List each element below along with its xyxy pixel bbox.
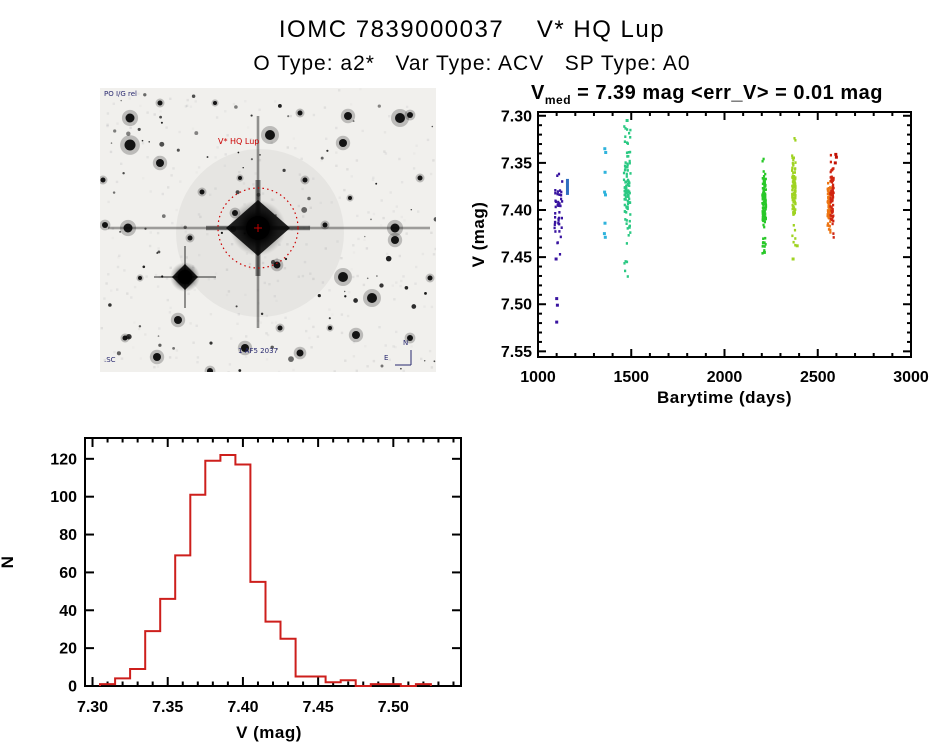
x-tick-label: 7.30 bbox=[77, 699, 108, 716]
compass-east-label: E bbox=[384, 354, 389, 362]
cluster-epoch-6-orange bbox=[826, 180, 832, 234]
lightcurve-ylabel: V (mag) bbox=[470, 202, 488, 268]
y-tick-label: 120 bbox=[50, 451, 77, 468]
x-tick-label: 1000 bbox=[520, 369, 556, 386]
lightcurve-axes bbox=[537, 111, 912, 358]
histogram-axes bbox=[84, 437, 462, 687]
histogram-xlabel: V (mag) bbox=[236, 723, 302, 742]
finder-bottom-left-text: .SC bbox=[104, 356, 116, 364]
x-tick-label: 7.40 bbox=[227, 699, 258, 716]
page-title: IOMC 7839000037 V* HQ Lup bbox=[278, 16, 666, 43]
y-tick-label: 7.30 bbox=[501, 108, 532, 125]
y-tick-label: 7.45 bbox=[501, 250, 532, 267]
y-tick-label: 7.35 bbox=[501, 155, 532, 172]
finder-sky-image bbox=[98, 88, 438, 377]
x-tick-label: 7.35 bbox=[152, 699, 183, 716]
y-tick-label: 7.55 bbox=[501, 344, 532, 361]
x-tick-label: 1500 bbox=[613, 369, 649, 386]
y-tick-label: 60 bbox=[59, 565, 77, 582]
y-tick-label: 100 bbox=[50, 489, 77, 506]
finder-chart: PO I/G rel V* HQ Lup 1 AF5 2037 .SC N E bbox=[98, 88, 438, 377]
y-tick-label: 7.50 bbox=[501, 297, 532, 314]
y-tick-label: 40 bbox=[59, 603, 77, 620]
sparse-points bbox=[554, 119, 838, 324]
y-tick-label: 7.40 bbox=[501, 203, 532, 220]
compass-icon bbox=[395, 350, 412, 366]
x-tick-label: 2500 bbox=[800, 369, 836, 386]
lightcurve-title-v: V bbox=[531, 82, 545, 104]
y-tick-label: 20 bbox=[59, 641, 77, 658]
field-stars bbox=[98, 93, 438, 377]
cluster-epoch-3-teal bbox=[622, 125, 632, 278]
y-tick-label: 80 bbox=[59, 527, 77, 544]
cluster-epoch-5-chartreuse bbox=[791, 137, 797, 247]
lightcurve-xlabel: Barytime (days) bbox=[657, 388, 792, 407]
finder-survey-text: PO I/G rel bbox=[104, 90, 138, 98]
compass-north-label: N bbox=[403, 339, 409, 347]
lightcurve-title-sub: med bbox=[544, 93, 572, 107]
page-subtitle: O Type: a2* Var Type: ACV SP Type: A0 bbox=[253, 52, 691, 75]
lightcurve-title: Vmed = 7.39 mag <err_V> = 0.01 mag bbox=[470, 82, 944, 107]
x-tick-label: 7.45 bbox=[303, 699, 334, 716]
x-tick-label: 2000 bbox=[707, 369, 743, 386]
histogram-plot: 7.30 7.35 7.40 7.45 7.50 0 20 40 60 80 100 120 V (ma… bbox=[0, 437, 462, 742]
x-tick-label: 3000 bbox=[893, 369, 929, 386]
target-circle bbox=[217, 187, 299, 269]
lightcurve-plot: 1000 1500 2000 2500 3000 7.30 7.35 7.40 7.45 7.50… bbox=[470, 108, 929, 407]
histogram-outline bbox=[99, 454, 432, 687]
x-tick-label: 7.50 bbox=[378, 699, 409, 716]
cluster-epoch-4-green bbox=[761, 157, 768, 255]
marker-bar bbox=[565, 178, 569, 195]
finder-bottom-text: 1 AF5 2037 bbox=[238, 347, 278, 355]
cluster-epoch-6-red bbox=[829, 153, 835, 239]
finder-target-label: V* HQ Lup bbox=[218, 137, 260, 146]
cluster-epoch-1-navy bbox=[553, 172, 564, 256]
histogram-ylabel: N bbox=[0, 556, 17, 569]
y-tick-label: 0 bbox=[68, 679, 77, 696]
lightcurve-title-rest: = 7.39 mag <err_V> = 0.01 mag bbox=[571, 82, 883, 104]
